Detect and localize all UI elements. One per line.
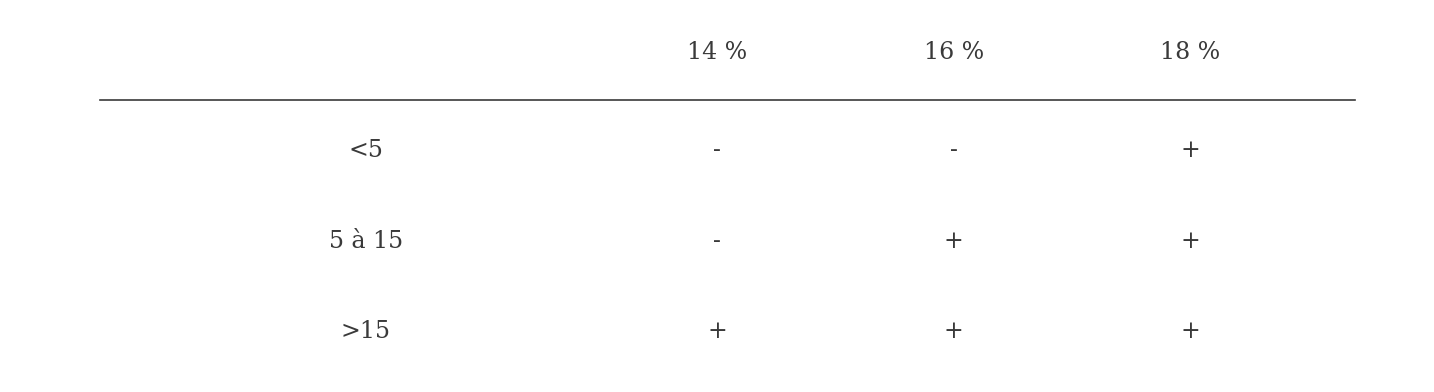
Text: +: + — [944, 320, 964, 343]
Text: 16 %: 16 % — [923, 42, 984, 64]
Text: 14 %: 14 % — [687, 42, 747, 64]
Text: +: + — [707, 320, 727, 343]
Text: <5: <5 — [348, 140, 383, 162]
Text: 18 %: 18 % — [1160, 42, 1220, 64]
Text: +: + — [944, 230, 964, 252]
Text: 5 à 15: 5 à 15 — [328, 230, 403, 252]
Text: >15: >15 — [341, 320, 390, 343]
Text: +: + — [1180, 140, 1200, 162]
Text: +: + — [1180, 230, 1200, 252]
Text: -: - — [949, 140, 958, 162]
Text: +: + — [1180, 320, 1200, 343]
Text: -: - — [713, 230, 721, 252]
Text: -: - — [713, 140, 721, 162]
